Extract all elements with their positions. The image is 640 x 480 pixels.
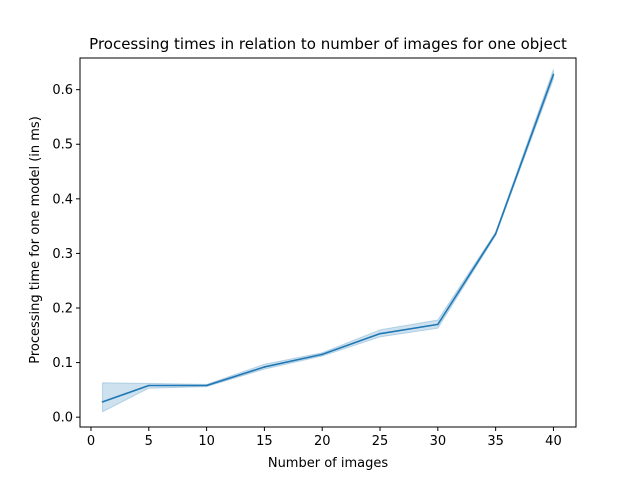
x-tick-label: 10	[198, 434, 215, 449]
data-point	[494, 232, 497, 235]
data-point	[552, 73, 555, 76]
x-tick-label: 5	[145, 434, 153, 449]
plot-area	[101, 69, 555, 413]
chart-title: Processing times in relation to number o…	[89, 35, 567, 53]
y-tick-label: 0.6	[52, 83, 73, 98]
y-tick-label: 0.5	[52, 138, 73, 153]
y-axis: 0.0 0.1 0.2 0.3 0.4 0.5 0.6	[52, 83, 80, 426]
confidence-band	[102, 69, 554, 413]
x-tick-label: 25	[372, 434, 389, 449]
x-tick-label: 30	[430, 434, 447, 449]
y-tick-label: 0.0	[52, 411, 73, 426]
y-tick-label: 0.2	[52, 302, 73, 317]
x-tick-label: 35	[487, 434, 504, 449]
x-axis: 0 5 10 15 20 25 30 35 40	[87, 427, 562, 449]
data-point	[321, 353, 324, 356]
x-tick-label: 20	[314, 434, 331, 449]
data-point	[147, 384, 150, 387]
y-tick-label: 0.3	[52, 247, 73, 262]
data-point	[263, 366, 266, 368]
x-tick-label: 0	[87, 434, 95, 449]
x-axis-label: Number of images	[268, 456, 389, 471]
data-point	[205, 384, 208, 387]
data-point	[101, 401, 104, 403]
axes-frame	[79, 57, 577, 428]
y-axis-label: Processing time for one model (in ms)	[28, 116, 43, 364]
data-point	[379, 332, 381, 335]
data-point	[437, 323, 439, 326]
x-tick-label: 40	[545, 434, 562, 449]
y-tick-label: 0.1	[52, 356, 73, 371]
y-tick-label: 0.4	[52, 192, 73, 207]
x-tick-label: 15	[256, 434, 273, 449]
